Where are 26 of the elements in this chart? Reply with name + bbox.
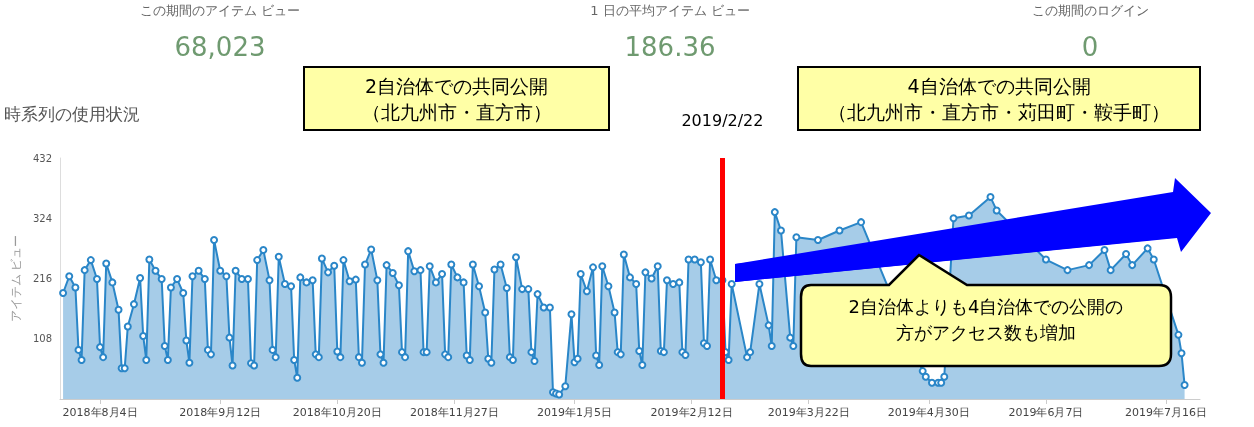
annotation: 2自治体よりも4自治体での公開の方がアクセス数も増加: [847, 295, 1125, 345]
x-tick-label: 2019年4月30日: [887, 406, 970, 419]
chart-title: 時系列の使用状況: [4, 103, 140, 126]
x-tick-label: 2019年6月7日: [1008, 406, 1084, 419]
y-tick-label: 216: [32, 273, 52, 284]
x-tick-label: 2019年1月5日: [537, 406, 613, 419]
y-tick-label: 108: [32, 333, 52, 345]
text: 68,023: [173, 32, 267, 62]
y-axis-title: アイテム ビュー: [9, 234, 23, 323]
ref-line-label: 2019/2/22: [681, 110, 764, 130]
y-tick-label: 324: [32, 212, 52, 224]
x-tick-label: 2018年11月27日: [409, 406, 499, 419]
x-tick-label: 2018年8月4日: [62, 406, 138, 419]
x-tick-label: 2019年2月12日: [650, 406, 733, 419]
text: 186.36: [623, 32, 717, 62]
text: 1 日の平均アイテム ビュー: [589, 2, 751, 20]
text: この期間のアイテム ビュー: [138, 2, 302, 20]
text: この期間のログイン: [1030, 2, 1150, 20]
y-tick-label: 432: [32, 152, 52, 164]
x-tick-label: 2019年3月22日: [767, 406, 850, 419]
text: 4自治体での共同公開（北九州市・直方市・苅田町・鞍手町）: [797, 66, 1201, 131]
x-tick-label: 2019年7月16日: [1125, 406, 1208, 419]
x-tick-label: 2018年9月12日: [179, 406, 262, 419]
text: 0: [1080, 32, 1100, 62]
x-tick-label: 2018年10月20日: [292, 406, 382, 419]
text: 2自治体での共同公開（北九州市・直方市）: [303, 66, 610, 131]
